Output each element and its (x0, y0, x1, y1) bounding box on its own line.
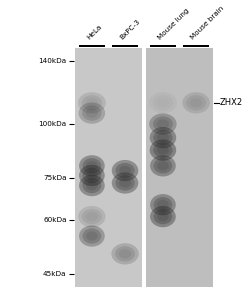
Text: 45kDa: 45kDa (43, 271, 66, 277)
Text: 60kDa: 60kDa (43, 217, 66, 223)
Ellipse shape (111, 243, 139, 265)
Text: BxPC-3: BxPC-3 (118, 18, 141, 41)
Ellipse shape (82, 178, 101, 193)
Ellipse shape (150, 127, 176, 148)
Ellipse shape (86, 161, 98, 170)
Text: 100kDa: 100kDa (39, 121, 66, 127)
Ellipse shape (115, 175, 135, 190)
Ellipse shape (82, 106, 102, 121)
Ellipse shape (150, 155, 176, 176)
Ellipse shape (119, 178, 131, 188)
Ellipse shape (82, 158, 101, 173)
Ellipse shape (157, 212, 169, 221)
Ellipse shape (79, 165, 105, 186)
Ellipse shape (154, 209, 172, 224)
Text: 75kDa: 75kDa (43, 175, 66, 181)
Ellipse shape (78, 206, 105, 227)
Ellipse shape (154, 197, 172, 212)
Ellipse shape (82, 168, 101, 183)
Ellipse shape (86, 231, 98, 241)
Ellipse shape (119, 249, 131, 259)
Ellipse shape (78, 92, 106, 113)
Ellipse shape (157, 119, 169, 129)
Text: Mouse lung: Mouse lung (156, 8, 190, 41)
Text: HeLa: HeLa (85, 24, 103, 41)
Ellipse shape (182, 92, 210, 113)
Ellipse shape (150, 194, 176, 215)
Text: ZHX2: ZHX2 (220, 98, 243, 107)
Ellipse shape (115, 163, 135, 178)
Ellipse shape (82, 228, 101, 244)
Ellipse shape (79, 175, 105, 196)
Text: Mouse brain: Mouse brain (189, 5, 225, 41)
Ellipse shape (86, 108, 98, 118)
Ellipse shape (150, 206, 176, 227)
Ellipse shape (79, 155, 105, 176)
Ellipse shape (153, 142, 173, 158)
Bar (146, 48, 213, 286)
Ellipse shape (82, 95, 102, 110)
Bar (150, 45, 176, 47)
Ellipse shape (112, 160, 138, 181)
Ellipse shape (112, 172, 138, 194)
Bar (183, 45, 209, 47)
Ellipse shape (149, 113, 177, 135)
Ellipse shape (157, 200, 169, 209)
Ellipse shape (186, 95, 206, 110)
Ellipse shape (119, 166, 131, 175)
Ellipse shape (157, 133, 169, 142)
Bar (112, 45, 138, 47)
Ellipse shape (86, 171, 98, 180)
Text: 140kDa: 140kDa (39, 58, 66, 64)
Ellipse shape (153, 130, 173, 145)
Ellipse shape (153, 116, 173, 132)
Bar (79, 45, 105, 47)
Ellipse shape (115, 246, 135, 262)
Ellipse shape (82, 209, 102, 224)
Ellipse shape (157, 146, 169, 155)
Bar (75, 48, 142, 286)
Ellipse shape (150, 140, 176, 161)
Ellipse shape (79, 103, 105, 124)
Ellipse shape (86, 181, 98, 190)
Ellipse shape (154, 158, 172, 173)
Ellipse shape (79, 225, 105, 247)
Ellipse shape (157, 161, 169, 170)
